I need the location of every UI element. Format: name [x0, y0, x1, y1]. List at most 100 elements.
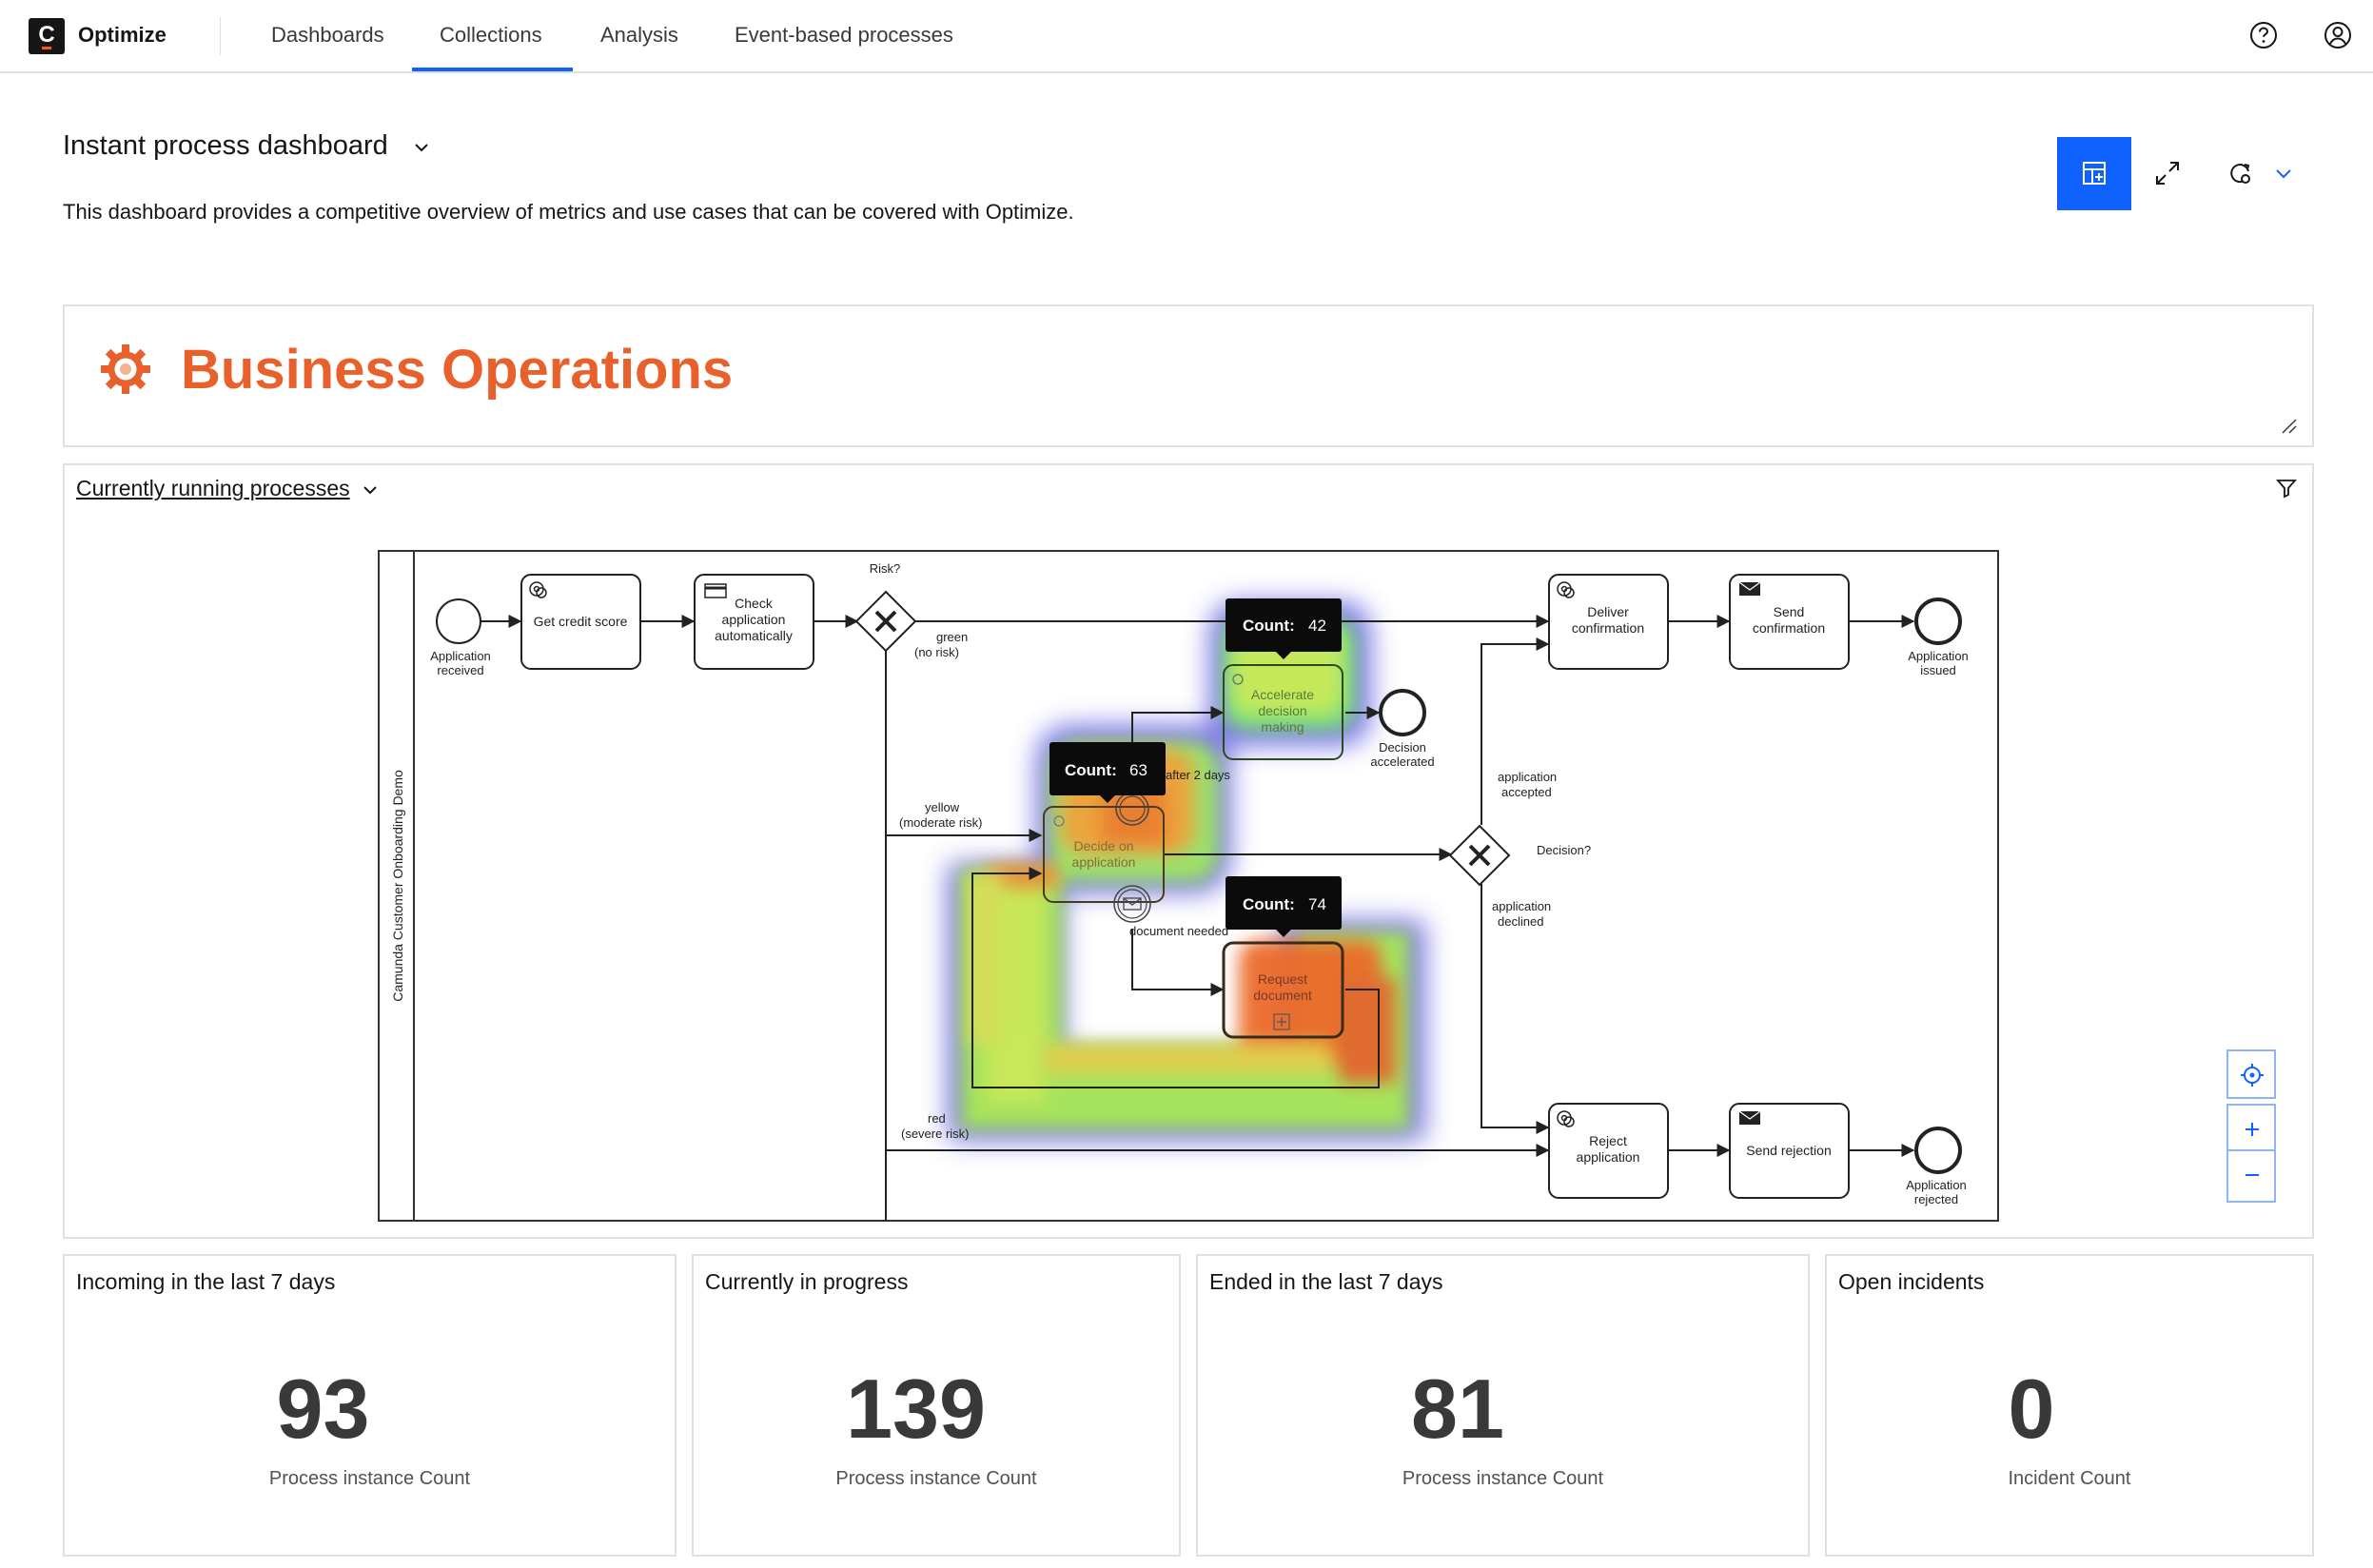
count-label: Count: [1243, 617, 1295, 635]
user-profile-icon[interactable] [2322, 19, 2354, 51]
count-value: 63 [1129, 761, 1147, 779]
flow-label: (moderate risk) [899, 815, 982, 830]
boundary-event-label: document needed [1129, 924, 1228, 938]
business-rule-icon [704, 583, 727, 598]
chevron-down-icon[interactable] [411, 137, 432, 158]
count-tooltip-accelerate: Count: 42 [1226, 598, 1342, 659]
count-value: 42 [1308, 617, 1326, 635]
zoom-out-icon [2246, 1174, 2259, 1176]
gear-icon [101, 344, 150, 394]
task-check-application[interactable]: Check application automatically [694, 574, 814, 670]
task-label: confirmation [1572, 620, 1644, 636]
chevron-down-icon[interactable] [2263, 152, 2304, 194]
flow-label: red [928, 1111, 946, 1126]
kpi-value: 139 [846, 1362, 986, 1456]
zoom-in-icon [2246, 1123, 2259, 1136]
dashboard-description: This dashboard provides a competitive ov… [63, 200, 1074, 224]
add-tile-button[interactable] [2057, 137, 2131, 210]
start-event[interactable] [436, 598, 481, 644]
resize-handle-icon[interactable] [2279, 416, 2300, 437]
end-event-label: accelerated [1370, 755, 1434, 769]
chevron-down-icon[interactable] [360, 480, 381, 500]
end-event-label: Application [1906, 1178, 1967, 1192]
task-label: Send [1774, 604, 1805, 619]
start-event-label: received [437, 663, 483, 677]
task-reject-application[interactable]: Reject application [1548, 1103, 1669, 1199]
flow-label: declined [1498, 914, 1543, 929]
user-task-icon [1232, 674, 1244, 685]
logo-letter: C [38, 22, 55, 48]
task-deliver-confirmation[interactable]: Deliver confirmation [1548, 574, 1669, 670]
tab-dashboards[interactable]: Dashboards [271, 23, 384, 47]
end-event-decision-accelerated[interactable] [1379, 689, 1426, 736]
flow-label: green [936, 630, 968, 644]
kpi-value: 81 [1411, 1362, 1504, 1456]
tab-event-based-processes[interactable]: Event-based processes [735, 23, 953, 47]
zoom-out-button[interactable] [2226, 1149, 2276, 1203]
kpi-title[interactable]: Incoming in the last 7 days [76, 1269, 336, 1294]
logo-accent-bar [42, 47, 51, 49]
task-label: Decide on [1073, 838, 1133, 853]
task-label: Request [1258, 971, 1307, 987]
kpi-value: 0 [2008, 1362, 2055, 1456]
kpi-tile-incoming [63, 1254, 677, 1557]
dashboard-title[interactable]: Instant process dashboard [63, 130, 388, 161]
top-navigation-bar: C Optimize Dashboards Collections Analys… [0, 0, 2373, 73]
tab-collections[interactable]: Collections [440, 23, 542, 47]
flow-label: (severe risk) [901, 1127, 970, 1141]
task-send-rejection[interactable]: Send rejection [1729, 1103, 1850, 1199]
flow-label: (no risk) [914, 645, 959, 659]
task-decide-on-application[interactable]: Decide on application [1043, 806, 1165, 903]
flow-label: application [1492, 899, 1551, 913]
kpi-title[interactable]: Open incidents [1838, 1269, 1985, 1294]
user-task-icon [1053, 815, 1065, 827]
task-label: Get credit score [534, 614, 628, 629]
kpi-tile-incidents [1825, 1254, 2314, 1557]
camunda-logo[interactable]: C [29, 18, 65, 54]
reset-view-button[interactable] [2226, 1049, 2276, 1099]
active-tab-indicator [412, 68, 573, 71]
message-boundary-event[interactable] [1113, 885, 1151, 923]
task-send-confirmation[interactable]: Send confirmation [1729, 574, 1850, 670]
start-event-label: Application [430, 649, 491, 663]
tab-analysis[interactable]: Analysis [600, 23, 678, 47]
service-task-icon [1557, 581, 1575, 598]
fullscreen-icon[interactable] [2147, 152, 2188, 194]
count-tooltip-decide: Count: 63 [1049, 742, 1166, 803]
filter-icon[interactable] [2276, 478, 2297, 499]
count-tooltip-request: Count: 74 [1226, 876, 1342, 937]
kpi-title[interactable]: Currently in progress [705, 1269, 909, 1294]
task-request-document[interactable]: Request document [1222, 941, 1344, 1039]
task-label: automatically [715, 628, 793, 643]
app-name[interactable]: Optimize [78, 23, 167, 47]
kpi-label: Process instance Count [268, 1468, 471, 1489]
task-label: decision [1258, 703, 1306, 718]
kpi-label: Process instance Count [835, 1468, 1037, 1489]
task-get-credit-score[interactable]: Get credit score [520, 574, 641, 670]
kpi-label: Incident Count [2008, 1468, 2131, 1489]
end-event-label: issued [1920, 663, 1956, 677]
kpi-title[interactable]: Ended in the last 7 days [1209, 1269, 1443, 1294]
subprocess-marker-icon [1273, 1013, 1290, 1030]
bpmn-heatmap-diagram[interactable]: Camunda Customer Onboarding Demo [378, 550, 1999, 1222]
task-label: application [1577, 1149, 1640, 1165]
service-task-icon [529, 581, 547, 598]
task-label: document [1253, 988, 1312, 1003]
auto-refresh-icon[interactable] [2219, 152, 2261, 194]
report-title-link[interactable]: Currently running processes [76, 476, 350, 500]
task-accelerate-decision-making[interactable]: Accelerate decision making [1223, 664, 1343, 760]
text-tile-heading: Business Operations [181, 339, 734, 401]
task-label: application [722, 612, 786, 627]
task-label: Check [735, 596, 774, 611]
end-event-rejected[interactable] [1914, 1127, 1962, 1174]
zoom-in-button[interactable] [2226, 1104, 2276, 1151]
kpi-tile-ended [1196, 1254, 1810, 1557]
count-label: Count: [1065, 761, 1117, 779]
end-event-issued[interactable] [1914, 598, 1962, 645]
gateway-decision[interactable] [1448, 824, 1511, 887]
nav-divider [220, 17, 221, 55]
kpi-label: Process instance Count [1402, 1468, 1604, 1489]
task-label: Deliver [1587, 604, 1629, 619]
help-icon[interactable] [2247, 19, 2280, 51]
gateway-risk[interactable] [854, 590, 917, 653]
